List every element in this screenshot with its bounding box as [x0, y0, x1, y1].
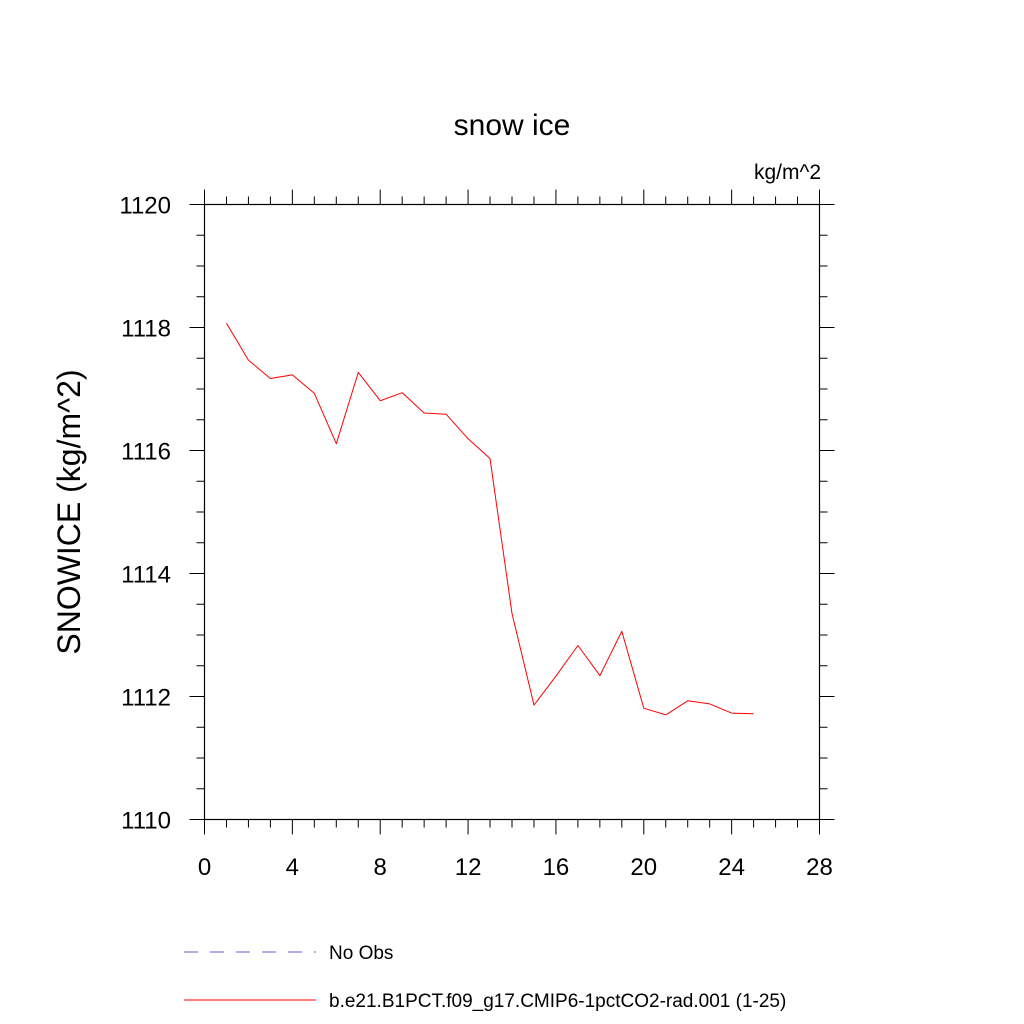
series-layer	[225, 322, 755, 716]
data-point	[379, 399, 382, 402]
data-point	[357, 371, 360, 374]
x-tick-label: 24	[718, 854, 745, 881]
data-point	[752, 712, 755, 715]
data-point	[664, 713, 667, 716]
chart-title: snow ice	[454, 109, 571, 142]
y-tick-label: 1114	[121, 562, 171, 589]
data-point	[335, 442, 338, 445]
data-point	[532, 704, 535, 707]
data-point	[269, 377, 272, 380]
x-tick-label: 28	[806, 854, 833, 881]
legend: No Obs b.e21.B1PCT.f09_g17.CMIP6-1pctCO2-…	[184, 943, 786, 1012]
units-label: kg/m^2	[754, 161, 821, 184]
data-point	[576, 644, 579, 647]
y-tick-label: 1112	[121, 685, 171, 712]
legend-label: No Obs	[329, 943, 393, 964]
data-point	[467, 437, 470, 440]
data-point	[225, 322, 228, 325]
x-tick-label: 4	[286, 854, 299, 881]
x-tick-label: 16	[543, 854, 570, 881]
x-tick-label: 20	[630, 854, 657, 881]
x-tick-label: 12	[455, 854, 482, 881]
data-point	[401, 391, 404, 394]
data-point	[642, 707, 645, 710]
data-point	[554, 675, 557, 678]
data-point	[686, 699, 689, 702]
data-point	[445, 413, 448, 416]
y-tick-label: 1118	[121, 316, 171, 343]
data-point	[247, 359, 250, 362]
data-point	[291, 373, 294, 376]
data-point	[511, 612, 514, 615]
y-tick-label: 1120	[119, 193, 171, 220]
data-point	[730, 712, 733, 715]
data-point	[313, 392, 316, 395]
data-point	[708, 702, 711, 705]
y-tick-label: 1116	[121, 439, 171, 466]
data-point	[620, 630, 623, 633]
legend-label: b.e21.B1PCT.f09_g17.CMIP6-1pctCO2-rad.00…	[329, 991, 786, 1012]
y-tick-label: 1110	[121, 808, 171, 835]
series-line	[226, 322, 754, 716]
axis-tick-labels: 0 4 8 12 16 20 24 28 1110 1112 1114 1116 1118 1120	[119, 193, 832, 882]
data-point	[598, 674, 601, 677]
axis-ticks	[189, 189, 835, 835]
y-axis-label: SNOWICE (kg/m^2)	[51, 369, 87, 654]
plot-frame	[203, 203, 821, 821]
data-point	[489, 457, 492, 460]
x-tick-label: 0	[198, 854, 211, 881]
x-tick-label: 8	[374, 854, 387, 881]
data-point	[423, 411, 426, 414]
